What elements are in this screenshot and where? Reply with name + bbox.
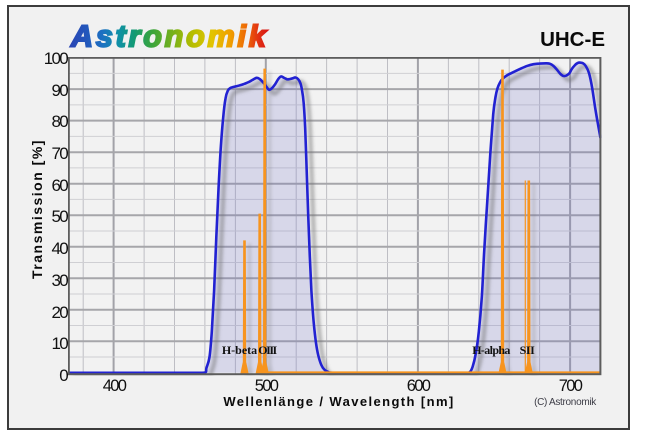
svg-text:SII: SII (520, 343, 535, 357)
svg-text:H-beta: H-beta (222, 343, 257, 357)
svg-text:OIII: OIII (258, 343, 277, 357)
svg-text:H-alpha: H-alpha (472, 343, 510, 357)
svg-text:Astronomik: Astronomik (70, 20, 268, 54)
